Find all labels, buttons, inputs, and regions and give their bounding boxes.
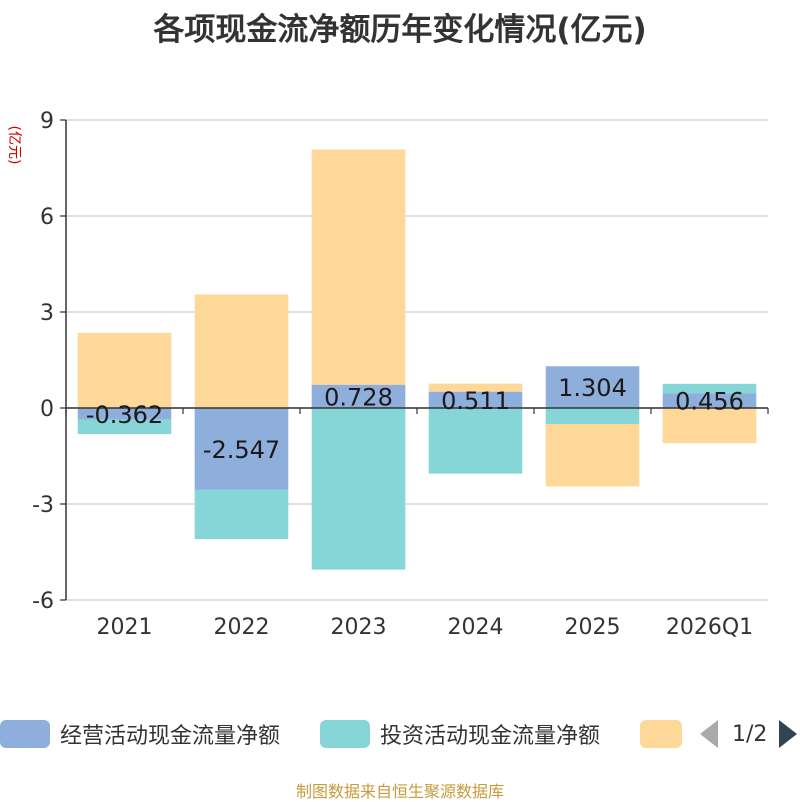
bar-series1-2023[interactable] bbox=[311, 408, 406, 570]
bar-series2-2025[interactable] bbox=[545, 424, 640, 487]
legend-pager: 1/2 bbox=[700, 718, 798, 750]
source-note: 制图数据来自恒生聚源数据库 bbox=[295, 782, 504, 801]
y-tick-label: 0 bbox=[40, 397, 54, 422]
bar-series0-2024[interactable] bbox=[428, 391, 523, 408]
x-tick-label: 2023 bbox=[331, 615, 387, 640]
data-label: 0.456 bbox=[675, 388, 744, 416]
x-tick-label: 2025 bbox=[565, 615, 621, 640]
data-label: -2.547 bbox=[203, 436, 280, 464]
x-tick-label: 2022 bbox=[214, 615, 270, 640]
legend-prev-icon[interactable] bbox=[700, 720, 718, 748]
bar-series0-2023[interactable] bbox=[311, 384, 406, 408]
chart-canvas: -6 -3 0 3 6 9 2021 2022 2023 2024 2025 2026Q1 -0.36… bbox=[6, 109, 769, 640]
data-label: 1.304 bbox=[558, 374, 627, 402]
legend-next-icon[interactable] bbox=[779, 720, 798, 748]
legend-swatch-investing bbox=[320, 720, 370, 748]
legend-item-investing[interactable]: 投资活动现金流量净额 bbox=[320, 718, 600, 750]
bar-series1-2026Q1[interactable] bbox=[662, 383, 757, 394]
legend-item-operating[interactable]: 经营活动现金流量净额 bbox=[0, 718, 280, 750]
bar-series2-2024[interactable] bbox=[428, 383, 523, 392]
bar-series0-2025[interactable] bbox=[545, 366, 640, 408]
legend-swatch-financing bbox=[640, 720, 682, 748]
bar-series1-2021[interactable] bbox=[77, 419, 172, 434]
legend-swatch-operating bbox=[0, 720, 50, 748]
bar-series2-2026Q1[interactable] bbox=[662, 408, 757, 444]
data-labels: -0.362 -2.547 0.728 0.511 1.304 0.456 bbox=[86, 374, 744, 464]
legend-label-investing: 投资活动现金流量净额 bbox=[380, 724, 601, 749]
legend-item-financing[interactable] bbox=[640, 718, 692, 750]
x-tick-label: 2026Q1 bbox=[666, 615, 753, 640]
bar-series2-2023[interactable] bbox=[311, 149, 406, 385]
bar-series2-2022[interactable] bbox=[194, 294, 289, 408]
legend-page-indicator: 1/2 bbox=[732, 721, 768, 747]
y-axis-label: (亿元) bbox=[6, 126, 22, 165]
legend-label-operating: 经营活动现金流量净额 bbox=[60, 724, 281, 749]
data-label: -0.362 bbox=[86, 401, 163, 429]
data-label: 0.728 bbox=[324, 383, 393, 411]
y-tick-label: 6 bbox=[40, 205, 54, 230]
y-tick-label: -3 bbox=[32, 493, 54, 518]
grid-lines bbox=[66, 119, 768, 601]
bar-series2-2021[interactable] bbox=[77, 332, 172, 408]
y-tick-label: 3 bbox=[40, 301, 54, 326]
bars bbox=[77, 149, 757, 570]
legend: 经营活动现金流量净额 投资活动现金流量净额 1/2 bbox=[0, 714, 800, 754]
bar-series0-2022[interactable] bbox=[194, 408, 289, 490]
y-tick-label: 9 bbox=[40, 109, 54, 134]
bar-series0-2026Q1[interactable] bbox=[662, 393, 757, 408]
bar-series1-2022[interactable] bbox=[194, 489, 289, 540]
data-label: 0.511 bbox=[441, 387, 510, 415]
x-tick-label: 2024 bbox=[448, 615, 504, 640]
bar-series1-2024[interactable] bbox=[428, 408, 523, 474]
x-tick-label: 2021 bbox=[97, 615, 153, 640]
y-tick-label: -6 bbox=[32, 589, 54, 614]
bar-series1-2025[interactable] bbox=[545, 408, 640, 424]
bar-series0-2021[interactable] bbox=[77, 408, 172, 420]
chart-title: 各项现金流净额历年变化情况(亿元) bbox=[153, 12, 647, 48]
axes: -6 -3 0 3 6 9 2021 2022 2023 2024 2025 2026Q1 bbox=[32, 109, 769, 640]
